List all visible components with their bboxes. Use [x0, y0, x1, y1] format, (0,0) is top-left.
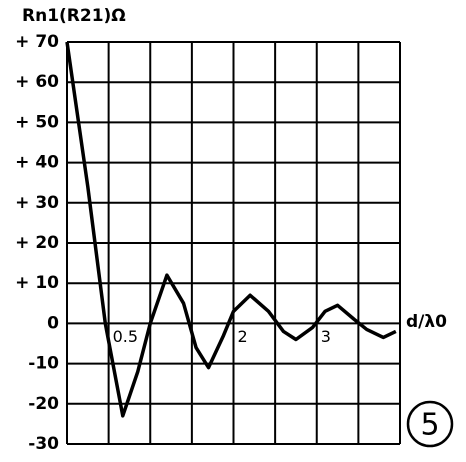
x-tick-label: 3 — [321, 327, 331, 346]
annotation-circle — [406, 400, 454, 448]
y-tick-label: + 20 — [15, 233, 59, 253]
x-tick-label: 2 — [238, 327, 248, 346]
y-tick-label: -30 — [28, 434, 59, 454]
y-tick-label: + 50 — [15, 112, 59, 132]
x-tick-label: 0.5 — [113, 327, 138, 346]
y-tick-label: + 70 — [15, 32, 59, 52]
data-line — [65, 41, 397, 418]
y-tick-label: + 30 — [15, 193, 59, 213]
y-tick-label: + 10 — [15, 273, 59, 293]
y-tick-label: 0 — [47, 313, 59, 333]
y-tick-label: + 60 — [15, 72, 59, 92]
y-tick-label: -10 — [28, 354, 59, 374]
y-tick-label: -20 — [28, 394, 59, 414]
annotation: 5 — [420, 408, 439, 443]
x-axis-label: d/λ0 — [406, 312, 447, 332]
y-tick-label: + 40 — [15, 153, 59, 173]
y-axis-label: Rn1(R21)Ω — [22, 6, 126, 26]
